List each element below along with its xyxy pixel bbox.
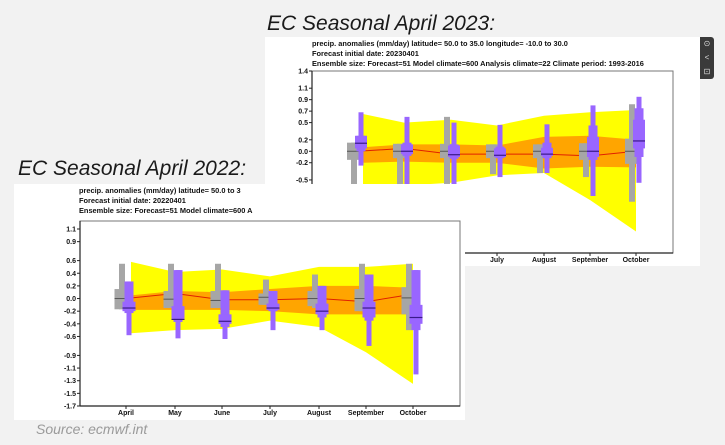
model-climate-whisker	[397, 143, 403, 185]
model-climate-whisker	[119, 263, 125, 310]
y-tick-label: -0.6	[64, 334, 76, 341]
x-tick-label: April	[118, 410, 134, 417]
x-tick-label: August	[307, 410, 332, 417]
y-tick-label: -1.1	[64, 366, 76, 373]
model-climate-whisker	[351, 142, 357, 188]
y-tick-label: 0.0	[66, 296, 76, 303]
meta-line-3: Ensemble size: Forecast=51 Model climate…	[79, 206, 253, 215]
meta-line-1: precip. anomalies (mm/day) latitude= 50.…	[79, 186, 241, 195]
model-climate-whisker	[537, 144, 543, 174]
forecast-box-inner	[355, 135, 367, 149]
forecast-box-inner	[315, 303, 329, 315]
y-tick-label: 0.4	[66, 271, 76, 278]
x-tick-label: May	[168, 410, 182, 417]
y-tick-label: -1.7	[64, 404, 76, 411]
model-climate-whisker	[490, 144, 496, 175]
title-2023: EC Seasonal April 2023:	[267, 12, 496, 35]
chart-panel-2023: precip. anomalies (mm/day) latitude= 50.…	[265, 37, 700, 266]
forecast-box-inner	[633, 119, 645, 149]
y-tick-label: -0.4	[64, 321, 76, 328]
chart-panel-2022: precip. anomalies (mm/day) latitude= 50.…	[14, 184, 465, 420]
y-tick-label: -1.3	[64, 378, 76, 385]
forecast-box-inner	[362, 301, 376, 318]
y-tick-label: -0.2	[64, 309, 76, 316]
forecast-box-inner	[218, 314, 232, 324]
forecast-box-inner	[266, 303, 280, 310]
y-tick-label: 0.5	[298, 120, 308, 127]
x-tick-label: October	[623, 257, 650, 264]
model-climate-whisker	[263, 279, 269, 305]
forecast-box-inner	[448, 145, 460, 157]
y-tick-label: 1.4	[298, 69, 308, 76]
model-climate-whisker	[215, 263, 221, 309]
side-toolbar: ⊙ < ⊡	[700, 37, 714, 79]
y-tick-label: -0.5	[296, 177, 308, 184]
forecast-box-inner	[122, 301, 136, 312]
forecast-box-inner	[587, 136, 599, 157]
forecast-box-inner	[409, 304, 423, 324]
y-tick-label: 0.9	[298, 97, 308, 104]
x-tick-label: July	[263, 410, 277, 417]
model-climate-box	[258, 293, 274, 305]
meta-line-3: Ensemble size: Forecast=51 Model climate…	[312, 59, 644, 68]
forecast-box-outer	[268, 290, 278, 312]
info-icon[interactable]: ⊙	[703, 39, 711, 48]
y-tick-label: 0.9	[66, 239, 76, 246]
meta-line-1: precip. anomalies (mm/day) latitude= 50.…	[312, 39, 568, 48]
x-tick-label: September	[572, 257, 608, 264]
model-climate-whisker	[359, 263, 365, 312]
chart-2023: 1.41.10.90.70.50.20.0-0.2-0.5-0.7-0.9-1.…	[296, 69, 674, 264]
source-caption: Source: ecmwf.int	[36, 421, 148, 437]
y-tick-label: -1.5	[64, 391, 76, 398]
meta-line-2: Forecast initial date: 20230401	[312, 49, 419, 58]
y-tick-label: -0.9	[64, 353, 76, 360]
share-icon[interactable]: <	[704, 53, 710, 62]
title-2022: EC Seasonal April 2022:	[18, 157, 247, 180]
forecast-box-inner	[171, 306, 185, 319]
model-climate-whisker	[168, 263, 174, 309]
exit-icon[interactable]: ⊡	[703, 67, 711, 76]
y-tick-label: 0.2	[298, 137, 308, 144]
y-tick-label: 1.1	[66, 227, 76, 234]
x-tick-label: October	[400, 410, 427, 417]
y-tick-label: 0.7	[298, 109, 308, 116]
y-tick-label: -0.2	[296, 160, 308, 167]
x-tick-label: September	[348, 410, 384, 417]
meta-line-2: Forecast initial date: 20220401	[79, 196, 186, 205]
forecast-box-inner	[401, 144, 413, 155]
forecast-box-outer	[173, 270, 183, 322]
forecast-box-inner	[494, 148, 506, 157]
forecast-box-outer	[220, 290, 230, 327]
chart-2022: 1.1 0.9 0.6 0.4 0.2 0.0 -0.2 -0.4 -0.6 -0.9 -1.1 -1…	[64, 220, 461, 417]
y-tick-label: 0.2	[66, 283, 76, 290]
forecast-box-outer	[124, 281, 134, 314]
y-tick-label: 0.0	[298, 149, 308, 156]
x-tick-label: August	[532, 257, 557, 264]
forecast-box-outer	[364, 274, 374, 321]
forecast-box-outer	[317, 285, 327, 318]
x-tick-label: July	[490, 257, 504, 264]
y-tick-label: 0.6	[66, 258, 76, 265]
forecast-box-outer	[411, 270, 421, 331]
x-tick-label: June	[214, 410, 230, 417]
model-climate-whisker	[583, 143, 589, 178]
y-tick-label: 1.1	[298, 86, 308, 93]
forecast-box-inner	[541, 147, 553, 156]
